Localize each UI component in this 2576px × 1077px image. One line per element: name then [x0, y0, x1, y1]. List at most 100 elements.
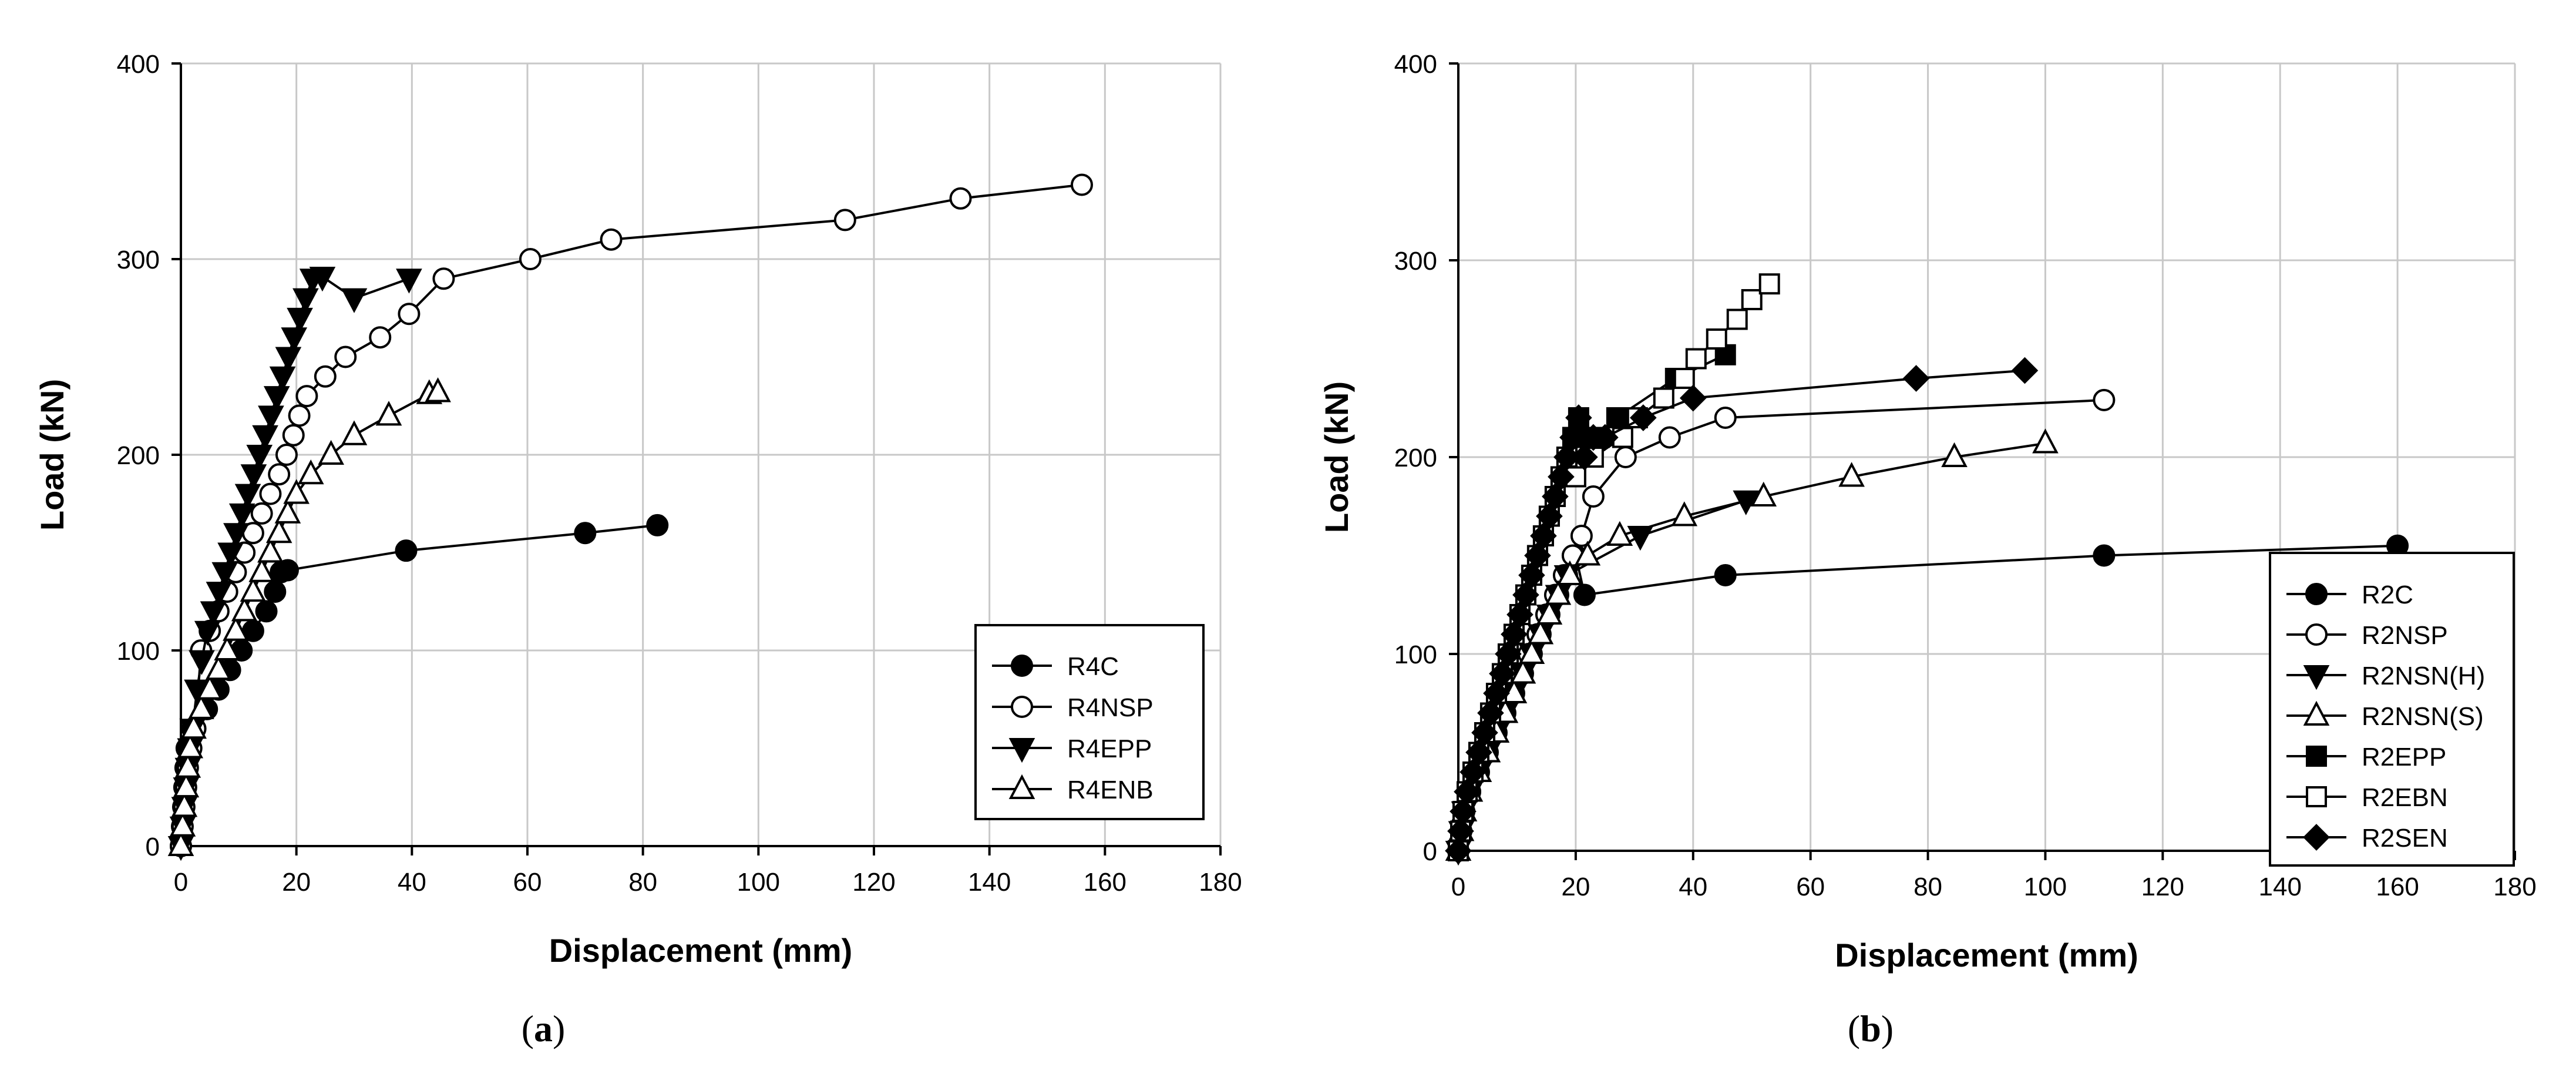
series-r2sen	[1445, 357, 2039, 864]
data-point	[234, 484, 261, 509]
data-point	[274, 498, 301, 524]
data-point	[432, 267, 455, 290]
data-point	[1465, 739, 1492, 766]
data-point	[1454, 778, 1481, 806]
data-point	[646, 514, 669, 536]
legend-label: R4EPP	[1067, 734, 1152, 763]
data-point	[223, 616, 249, 641]
series-r4enb	[167, 377, 451, 856]
x-tick-label: 60	[513, 868, 542, 897]
y-tick-label: 100	[1394, 640, 1437, 669]
data-point	[257, 538, 284, 563]
x-tick-label: 180	[2493, 873, 2536, 901]
data-point	[171, 792, 198, 817]
x-tick-label: 140	[968, 868, 1011, 897]
data-point	[1483, 680, 1510, 707]
data-point	[269, 366, 296, 392]
data-point	[282, 424, 305, 447]
legend-entry-r2epp: R2EPP	[2286, 743, 2446, 771]
legend-label: R2NSP	[2362, 621, 2448, 650]
data-point	[1477, 699, 1504, 727]
data-point	[1741, 289, 1763, 310]
data-point	[1501, 620, 1528, 648]
data-point	[174, 753, 201, 778]
legend-label: R2NSN(S)	[2362, 702, 2484, 731]
x-tick-label: 120	[852, 868, 895, 897]
data-point	[833, 209, 856, 231]
data-point	[297, 459, 324, 485]
x-tick-label: 20	[1561, 873, 1590, 901]
data-point	[1542, 483, 1569, 510]
data-point	[1750, 481, 1777, 506]
data-point	[1658, 426, 1681, 449]
data-point	[259, 482, 282, 505]
data-point	[228, 503, 255, 529]
data-point	[295, 385, 318, 408]
data-point	[240, 464, 267, 489]
data-point	[369, 326, 392, 349]
data-point	[1495, 640, 1522, 667]
data-point	[173, 772, 200, 798]
legend-entry-r2c: R2C	[2286, 581, 2413, 609]
data-point	[2093, 388, 2116, 411]
data-point	[288, 404, 311, 427]
x-tick-label: 80	[1913, 873, 1942, 901]
legend-marker	[2305, 583, 2328, 605]
data-point	[287, 307, 313, 333]
data-point	[1574, 541, 1601, 566]
data-point	[1509, 659, 1536, 684]
data-point	[398, 303, 421, 326]
data-point	[1565, 404, 1592, 431]
y-tick-label: 300	[117, 246, 160, 274]
data-point	[375, 401, 402, 426]
data-point	[1489, 660, 1516, 687]
data-point	[1838, 462, 1865, 487]
x-tick-label: 0	[1451, 873, 1465, 901]
data-point	[1570, 525, 1593, 547]
data-point	[1571, 444, 1598, 471]
data-point	[314, 365, 337, 388]
data-point	[425, 377, 451, 402]
data-point	[1629, 404, 1657, 431]
legend-marker	[2305, 623, 2328, 646]
data-point	[1726, 308, 1748, 330]
data-point	[1548, 463, 1575, 491]
data-point	[240, 576, 267, 602]
legend-marker	[2306, 786, 2327, 807]
data-point	[1445, 837, 1472, 864]
x-tick-label: 160	[2376, 873, 2419, 901]
x-tick-label: 60	[1796, 873, 1825, 901]
data-point	[276, 559, 299, 582]
x-tick-label: 120	[2141, 873, 2184, 901]
data-point	[1671, 501, 1698, 526]
data-point	[1902, 365, 1930, 392]
data-point	[283, 479, 310, 504]
data-point	[252, 425, 278, 450]
x-tick-label: 20	[282, 868, 311, 897]
x-tick-label: 180	[1199, 868, 1242, 897]
data-point	[309, 266, 336, 292]
x-tick-label: 100	[2024, 873, 2067, 901]
data-point	[268, 463, 291, 486]
x-tick-label: 160	[1084, 868, 1126, 897]
y-tick-label: 0	[1423, 837, 1437, 866]
data-point	[1559, 424, 1586, 451]
data-point	[1606, 521, 1633, 546]
data-point	[188, 694, 214, 719]
x-axis-title: Displacement (mm)	[1835, 937, 2138, 974]
data-point	[1506, 601, 1534, 628]
data-point	[255, 600, 278, 623]
data-point	[246, 445, 273, 470]
data-point	[1706, 328, 1727, 350]
y-tick-label: 200	[117, 441, 160, 470]
data-point	[206, 582, 233, 607]
data-point	[1606, 407, 1627, 428]
data-point	[214, 635, 240, 660]
data-point	[265, 518, 292, 543]
data-point	[1450, 798, 1477, 825]
data-point	[223, 523, 250, 548]
data-point	[395, 539, 418, 562]
panel-label: (b)	[1848, 1008, 1894, 1049]
x-tick-label: 0	[174, 868, 188, 897]
